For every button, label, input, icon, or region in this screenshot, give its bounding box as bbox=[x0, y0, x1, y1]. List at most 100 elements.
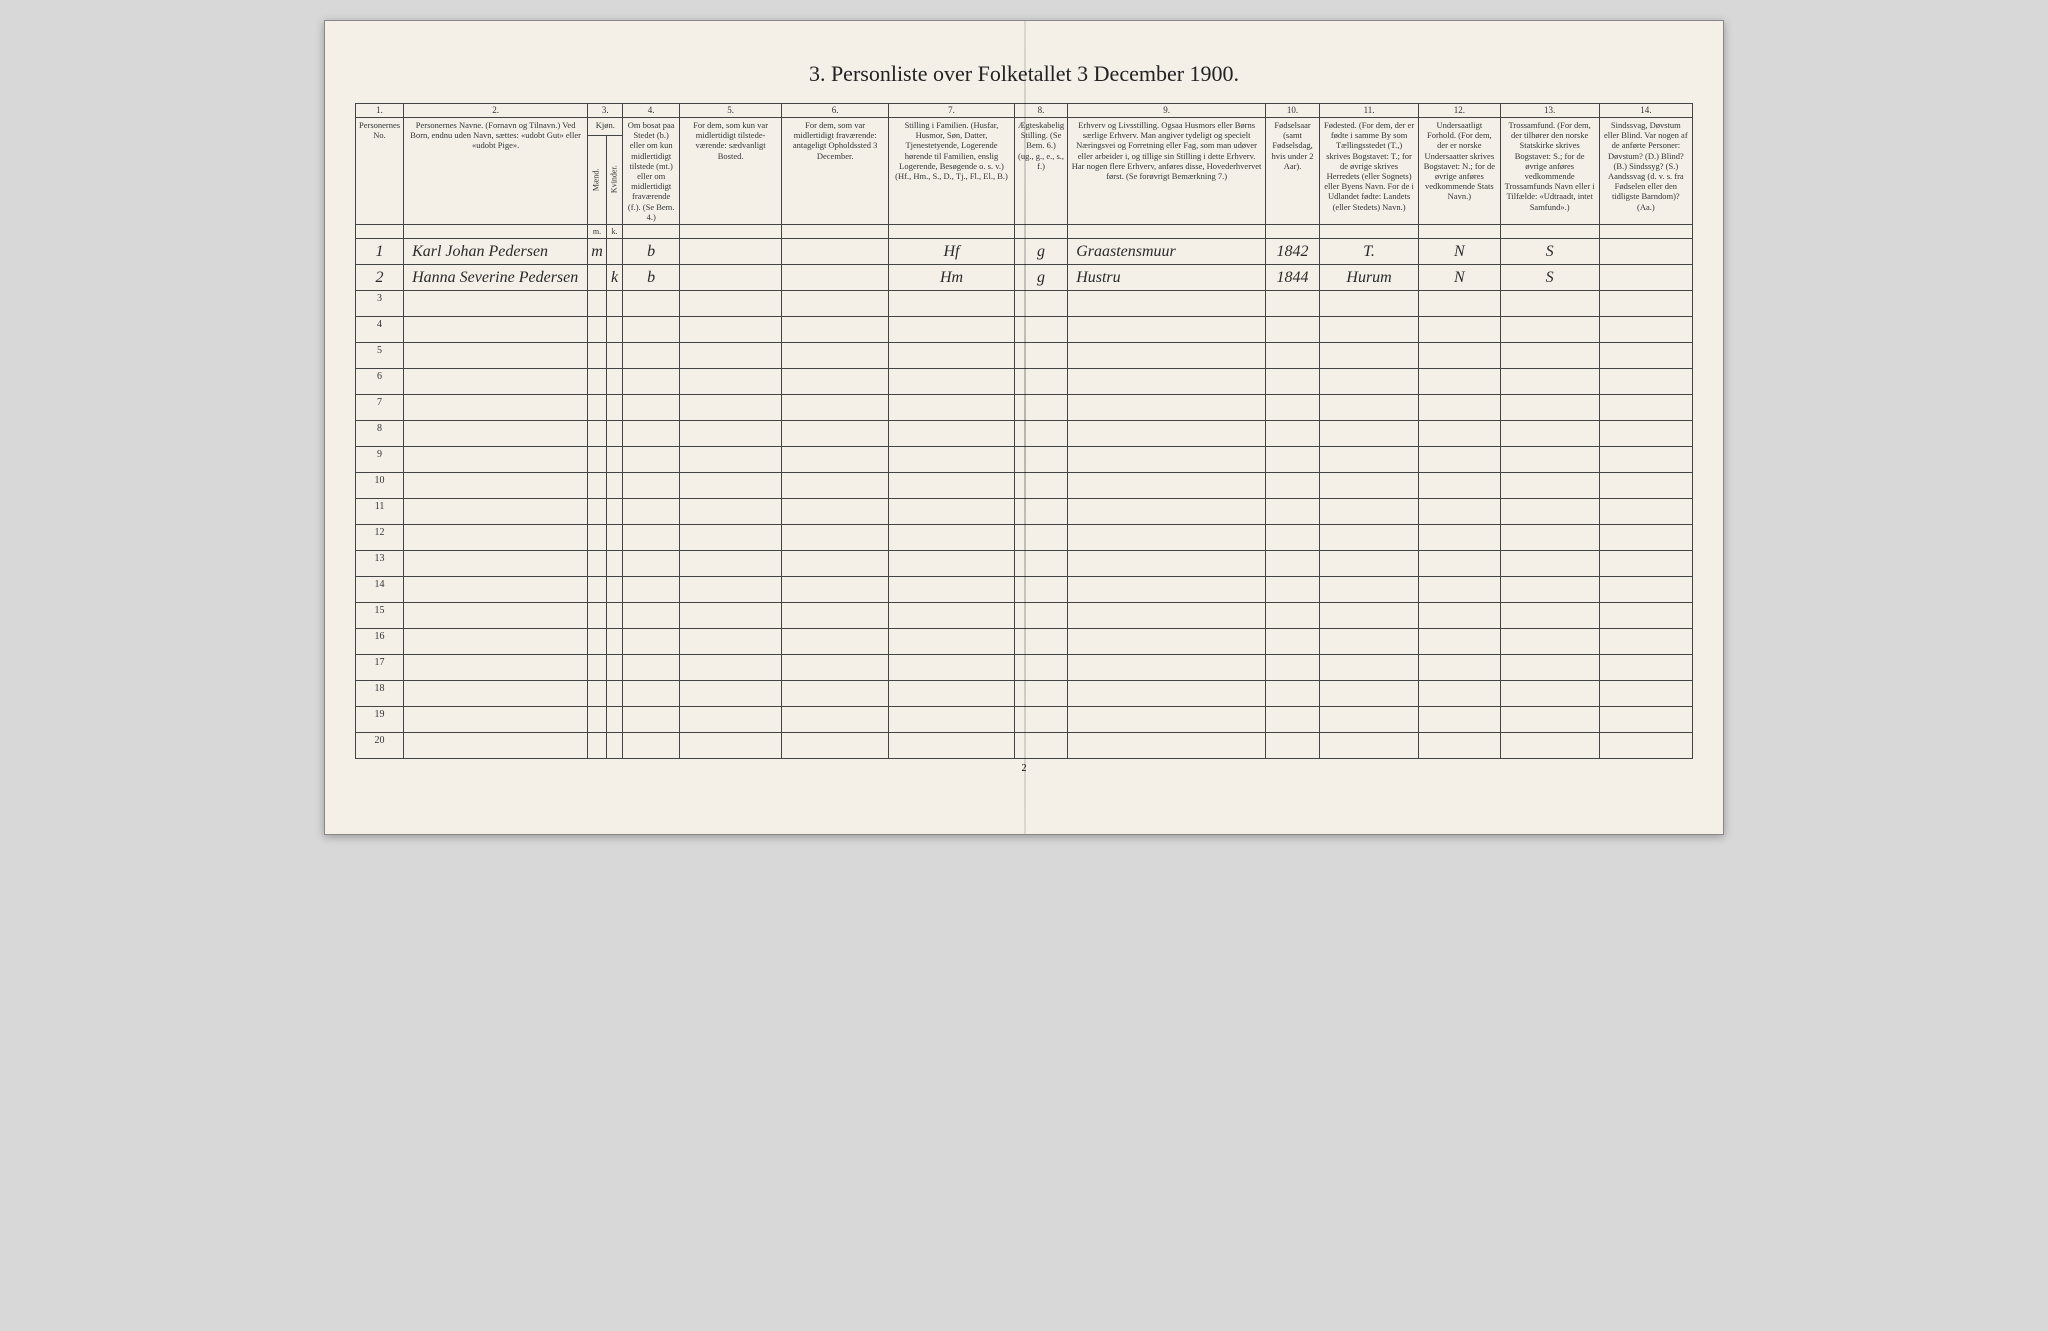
empty-cell bbox=[889, 499, 1015, 525]
colnum: 11. bbox=[1320, 104, 1419, 118]
colnum: 14. bbox=[1599, 104, 1692, 118]
cell-name: Hanna Severine Pedersen bbox=[404, 265, 588, 291]
empty-cell bbox=[1599, 551, 1692, 577]
cell-religion: S bbox=[1500, 265, 1599, 291]
empty-cell bbox=[1419, 369, 1501, 395]
empty-cell bbox=[1599, 499, 1692, 525]
empty-cell bbox=[782, 291, 889, 317]
empty-cell bbox=[1014, 447, 1067, 473]
row-number: 19 bbox=[356, 707, 404, 733]
row-number: 12 bbox=[356, 525, 404, 551]
empty-cell bbox=[1500, 577, 1599, 603]
row-number: 15 bbox=[356, 603, 404, 629]
colnum: 10. bbox=[1266, 104, 1320, 118]
empty-cell bbox=[1419, 447, 1501, 473]
empty-cell bbox=[782, 733, 889, 759]
empty-cell bbox=[1014, 681, 1067, 707]
empty-cell bbox=[782, 655, 889, 681]
empty-cell bbox=[1266, 421, 1320, 447]
header-marital: Ægteskabelig Stilling. (Se Bem. 6.) (ug.… bbox=[1014, 118, 1067, 225]
row-number: 9 bbox=[356, 447, 404, 473]
empty-cell bbox=[680, 551, 782, 577]
empty-cell bbox=[1068, 499, 1266, 525]
empty-cell bbox=[1500, 499, 1599, 525]
row-number: 4 bbox=[356, 317, 404, 343]
cell-disability bbox=[1599, 239, 1692, 265]
header-birthplace: Fødested. (For dem, der er fødte i samme… bbox=[1320, 118, 1419, 225]
empty-cell bbox=[404, 629, 588, 655]
cell-male: m bbox=[588, 239, 607, 265]
empty-cell bbox=[889, 343, 1015, 369]
empty-cell bbox=[680, 629, 782, 655]
colnum: 3. bbox=[588, 104, 623, 118]
empty-cell bbox=[680, 317, 782, 343]
empty-cell bbox=[588, 577, 607, 603]
empty-cell bbox=[623, 733, 680, 759]
cell-name: Karl Johan Pedersen bbox=[404, 239, 588, 265]
empty-cell bbox=[1500, 369, 1599, 395]
empty-cell bbox=[889, 603, 1015, 629]
empty-cell bbox=[623, 551, 680, 577]
row-number: 3 bbox=[356, 291, 404, 317]
empty-cell bbox=[680, 473, 782, 499]
empty-cell bbox=[1320, 291, 1419, 317]
empty-cell bbox=[1266, 629, 1320, 655]
empty-cell bbox=[1419, 473, 1501, 499]
empty-cell bbox=[588, 317, 607, 343]
empty-cell bbox=[404, 317, 588, 343]
empty-cell bbox=[588, 447, 607, 473]
empty-cell bbox=[606, 317, 623, 343]
empty-cell bbox=[1320, 447, 1419, 473]
empty-cell bbox=[1599, 369, 1692, 395]
empty-cell bbox=[1500, 655, 1599, 681]
cell-male bbox=[588, 265, 607, 291]
empty-cell bbox=[404, 473, 588, 499]
empty-cell bbox=[680, 395, 782, 421]
header-birthyear: Fødselsaar (samt Fødselsdag, hvis under … bbox=[1266, 118, 1320, 225]
empty-cell bbox=[1266, 473, 1320, 499]
header-male: Mænd. bbox=[588, 135, 607, 224]
colnum: 9. bbox=[1068, 104, 1266, 118]
empty-cell bbox=[1419, 291, 1501, 317]
empty-cell bbox=[1419, 655, 1501, 681]
empty-cell bbox=[889, 577, 1015, 603]
empty-cell bbox=[404, 577, 588, 603]
empty-cell bbox=[1068, 577, 1266, 603]
empty-cell bbox=[404, 551, 588, 577]
empty-cell bbox=[1068, 291, 1266, 317]
empty-cell bbox=[606, 629, 623, 655]
empty-cell bbox=[782, 681, 889, 707]
header-name: Personernes Navne. (Fornavn og Tilnavn.)… bbox=[404, 118, 588, 225]
empty-cell bbox=[1068, 551, 1266, 577]
empty-cell bbox=[1500, 525, 1599, 551]
empty-cell bbox=[782, 395, 889, 421]
colnum: 4. bbox=[623, 104, 680, 118]
empty-cell bbox=[680, 733, 782, 759]
cell-residence: b bbox=[623, 265, 680, 291]
empty-cell bbox=[1500, 629, 1599, 655]
header-religion: Trossamfund. (For dem, der tilhører den … bbox=[1500, 118, 1599, 225]
empty-cell bbox=[623, 343, 680, 369]
empty-cell bbox=[680, 369, 782, 395]
empty-cell bbox=[1266, 499, 1320, 525]
empty-cell bbox=[1014, 733, 1067, 759]
empty-cell bbox=[1419, 733, 1501, 759]
empty-cell bbox=[889, 525, 1015, 551]
empty-cell bbox=[1068, 629, 1266, 655]
empty-cell bbox=[1500, 551, 1599, 577]
census-page: 3. Personliste over Folketallet 3 Decemb… bbox=[324, 20, 1724, 835]
empty-cell bbox=[1014, 369, 1067, 395]
cell-female: k bbox=[606, 265, 623, 291]
empty-cell bbox=[606, 473, 623, 499]
row-number: 5 bbox=[356, 343, 404, 369]
empty-cell bbox=[588, 421, 607, 447]
cell-family-pos: Hm bbox=[889, 265, 1015, 291]
empty-cell bbox=[889, 551, 1015, 577]
empty-cell bbox=[1500, 447, 1599, 473]
empty-cell bbox=[606, 577, 623, 603]
cell-nationality: N bbox=[1419, 239, 1501, 265]
empty-cell bbox=[1266, 577, 1320, 603]
empty-cell bbox=[623, 369, 680, 395]
empty-cell bbox=[588, 291, 607, 317]
colnum: 1. bbox=[356, 104, 404, 118]
